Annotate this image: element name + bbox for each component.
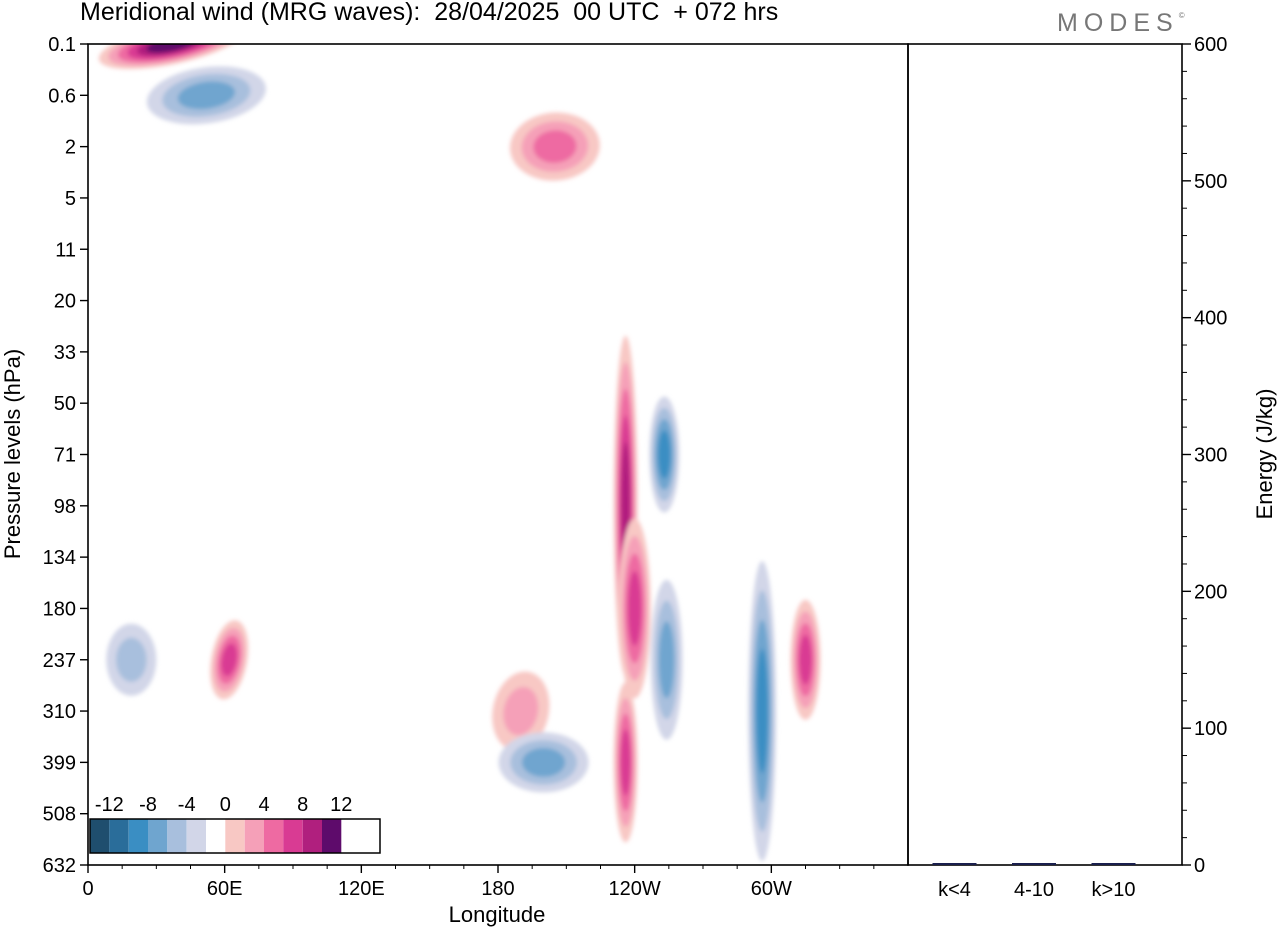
axes: 0.1 0.6 2 5 11 20 33 50 71 98 134 180 237 310 399 508 63… <box>43 34 909 900</box>
brand-logo-text: MODES <box>1057 9 1179 37</box>
colorbar-swatch <box>186 819 206 853</box>
y-tick-label: 508 <box>43 804 76 826</box>
y-tick-label: 11 <box>55 239 76 261</box>
energy-bar <box>1091 863 1136 865</box>
colorbar-tick-label: 8 <box>297 794 308 816</box>
contour-blob <box>503 686 539 736</box>
colorbar-swatch <box>128 819 148 853</box>
y-tick-label: 180 <box>43 598 76 620</box>
contour-blob <box>177 81 235 110</box>
colorbar-tick-label: 0 <box>220 794 231 816</box>
energy-tick-label: 200 <box>1194 581 1227 603</box>
contour-blob <box>116 637 147 682</box>
y-tick-label: 2 <box>65 137 76 159</box>
contour-blob <box>756 648 768 774</box>
y-tick-label: 0.1 <box>48 34 76 56</box>
x-tick-label: 60W <box>751 878 792 900</box>
colorbar-tick-label: 12 <box>330 794 352 816</box>
colorbar-frame <box>89 818 381 854</box>
x-axis-title: Longitude <box>449 902 546 927</box>
colorbar-swatch <box>90 819 110 853</box>
y-tick-label: 33 <box>54 342 76 364</box>
y-tick-label: 98 <box>54 496 76 518</box>
colorbar-tick-label: -12 <box>95 794 124 816</box>
energy-category-label: k<4 <box>938 879 971 901</box>
colorbar-swatch <box>225 819 245 853</box>
colorbar: -12 -8 -4 0 4 8 12 <box>82 789 388 859</box>
y-tick-label: 134 <box>43 547 76 569</box>
y-tick-label: 0.6 <box>48 85 76 107</box>
y-tick-label: 20 <box>54 291 76 313</box>
energy-bar <box>932 863 977 865</box>
energy-frame <box>907 43 1183 866</box>
x-tick-label: 180 <box>481 878 514 900</box>
heatmap-field <box>98 44 821 862</box>
energy-tick-label: 500 <box>1194 171 1227 193</box>
x-tick-label: 120W <box>609 878 661 900</box>
contour-blob <box>658 430 671 479</box>
colorbar-swatch <box>264 819 284 853</box>
contour-blob <box>620 729 631 796</box>
x-tick-label: 60E <box>207 878 243 900</box>
energy-category-label: k>10 <box>1092 879 1136 901</box>
colorbar-swatch <box>302 819 322 853</box>
y-axis-title: Pressure levels (hPa) <box>0 349 25 559</box>
energy-tick-label: 0 <box>1194 855 1205 877</box>
y-tick-label: 310 <box>43 701 76 723</box>
plot-frame <box>87 43 909 866</box>
energy-axis-title: Energy (J/kg) <box>1252 389 1277 520</box>
colorbar-swatch <box>322 819 342 853</box>
colorbar-swatch <box>206 819 226 853</box>
energy-tick-label: 400 <box>1194 308 1227 330</box>
y-tick-label: 399 <box>43 752 76 774</box>
contour-blob <box>799 634 812 685</box>
colorbar-swatch <box>109 819 129 853</box>
colorbar-tick-label: -8 <box>139 794 157 816</box>
energy-tick-label: 300 <box>1194 445 1227 467</box>
energy-tick-label: 100 <box>1194 718 1227 740</box>
contour-blob <box>658 621 675 699</box>
energy-tick-label: 600 <box>1194 34 1227 56</box>
energy-category-label: 4-10 <box>1014 879 1054 901</box>
energy-panel: 0 100 200 300 400 500 600 k<4 4-10 k>10 <box>907 34 1227 901</box>
brand-logo-mark: © <box>1178 11 1185 20</box>
y-tick-label: 71 <box>54 445 76 467</box>
y-tick-label: 237 <box>43 650 76 672</box>
colorbar-swatch <box>167 819 187 853</box>
y-tick-label: 50 <box>54 393 76 415</box>
contour-blob <box>522 748 566 777</box>
x-tick-label: 120E <box>338 878 385 900</box>
y-tick-label: 5 <box>65 188 76 210</box>
y-tick-label: 632 <box>43 855 76 877</box>
brand-logo: MODES© <box>1057 9 1185 38</box>
colorbar-swatch <box>148 819 168 853</box>
colorbar-tick-label: -4 <box>178 794 196 816</box>
chart-title: Meridional wind (MRG waves): 28/04/2025 … <box>80 0 779 26</box>
contour-blob <box>628 571 642 646</box>
colorbar-tick-label: 4 <box>258 794 269 816</box>
colorbar-swatch <box>244 819 264 853</box>
x-tick-label: 0 <box>82 878 93 900</box>
contour-blob <box>221 643 238 677</box>
contour-blob <box>533 130 577 163</box>
energy-bar <box>1012 863 1056 865</box>
colorbar-swatch <box>283 819 303 853</box>
